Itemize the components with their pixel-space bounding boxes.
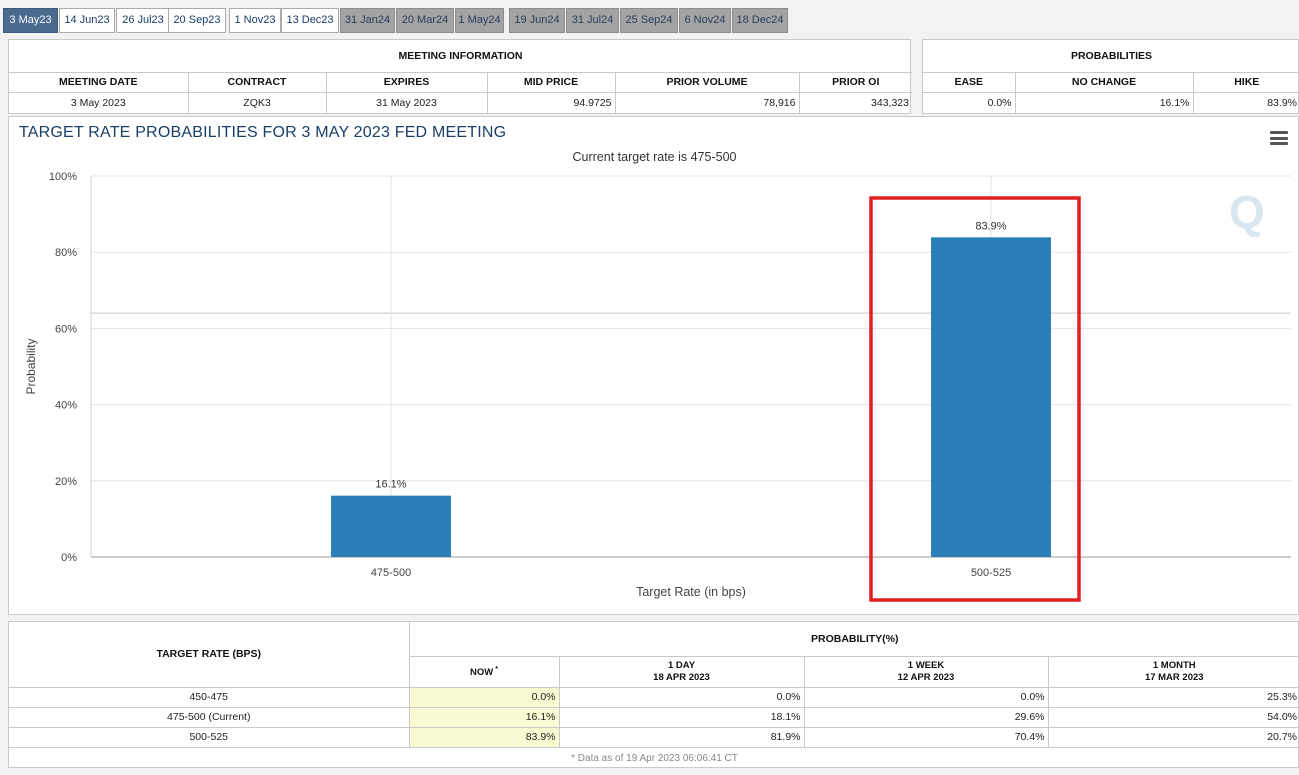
meeting-value-1: ZQK3	[187, 91, 327, 113]
probability-cell: 70.4%	[803, 726, 1049, 748]
tab-meeting-3[interactable]: 20 Sep23	[168, 8, 226, 33]
tab-meeting-13[interactable]: 18 Dec24	[732, 8, 788, 33]
meeting-value-0: 3 May 2023	[9, 91, 189, 113]
probability-cell: 25.3%	[1047, 686, 1299, 708]
meeting-information-panel: MEETING INFORMATION MEETING DATE CONTRACT…	[8, 39, 912, 114]
probabilities-title: PROBABILITIES	[923, 40, 1299, 73]
probability-cell: 81.9%	[558, 726, 805, 748]
data-timestamp-footnote: * Data as of 19 Apr 2023 06:06:41 CT	[571, 753, 738, 764]
bar-500-525	[931, 237, 1051, 557]
meeting-header-4: PRIOR VOLUME	[614, 71, 800, 93]
tab-meeting-8[interactable]: 1 May24	[455, 8, 504, 33]
probability-value-2: 83.9%	[1192, 91, 1299, 113]
highlight-box	[869, 196, 1081, 602]
chart-title: TARGET RATE PROBABILITIES FOR 3 MAY 2023…	[19, 124, 507, 141]
meeting-information-title: MEETING INFORMATION	[9, 40, 912, 73]
meeting-header-3: MID PRICE	[486, 71, 616, 93]
y-tick-label: 60%	[55, 323, 77, 335]
probabilities-panel: PROBABILITIES EASE NO CHANGE HIKE 0.0% 16.1…	[922, 39, 1299, 114]
tab-meeting-10[interactable]: 31 Jul24	[566, 8, 619, 33]
probability-cell: 0.0%	[558, 686, 805, 708]
meeting-header-2: EXPIRES	[325, 71, 488, 93]
x-axis-title: Target Rate (in bps)	[636, 585, 746, 599]
meeting-header-5: PRIOR OI	[798, 71, 912, 93]
column-date: 18 APR 2023	[653, 671, 710, 683]
probability-cell: 0.0%	[803, 686, 1049, 708]
probability-value-1: 16.1%	[1014, 91, 1194, 113]
probability-cell: 54.0%	[1047, 706, 1299, 728]
tab-meeting-4[interactable]: 1 Nov23	[229, 8, 281, 33]
column-label: 1 MONTH	[1152, 659, 1196, 671]
meeting-value-5: 343,323	[798, 91, 912, 113]
tab-meeting-5[interactable]: 13 Dec23	[281, 8, 339, 33]
footnote-mark: *	[495, 665, 498, 673]
target-rate-cell: 450-475	[9, 686, 410, 708]
probability-cell: 29.6%	[803, 706, 1049, 728]
tab-meeting-1[interactable]: 14 Jun23	[59, 8, 115, 33]
probability-header-1: NO CHANGE	[1014, 71, 1194, 93]
data-label: 16.1%	[375, 479, 406, 491]
column-date: 12 APR 2023	[897, 671, 955, 683]
column-label: 1 WEEK	[907, 659, 945, 671]
column-label: 1 DAY	[667, 659, 696, 671]
bar-475-500	[331, 495, 451, 557]
column-date: 17 MAR 2023	[1144, 671, 1204, 683]
y-tick-label: 20%	[55, 476, 77, 488]
y-tick-label: 100%	[49, 171, 77, 183]
probability-column-header-2: 1 WEEK 12 APR 2023	[803, 655, 1049, 688]
x-tick-label: 475-500	[371, 567, 411, 579]
probability-cell: 83.9%	[408, 726, 560, 748]
probability-chart: 0% 20% 40% 60% 80% 100% 16.1% 475-500 83.9% 500-5…	[24, 171, 1291, 602]
target-rate-cell: 475-500 (Current)	[9, 706, 410, 728]
tab-meeting-0[interactable]: 3 May23	[3, 8, 58, 33]
probability-header-2: HIKE	[1192, 71, 1299, 93]
probability-value-0: 0.0%	[923, 91, 1016, 113]
chart-panel: 0% 20% 40% 60% 80% 100% 16.1% 475-500 83.9% 500-5…	[8, 116, 1299, 615]
tab-meeting-2[interactable]: 26 Jul23	[116, 8, 170, 33]
target-rate-table: TARGET RATE (BPS) PROBABILITY(%) NOW * 1 D…	[9, 622, 1299, 748]
meeting-tabs: 3 May23 14 Jun23 26 Jul23 20 Sep23 1 Nov23 13…	[0, 0, 1299, 34]
table-row: 500-525 83.9% 81.9% 70.4% 20.7%	[9, 726, 1299, 748]
target-rate-table-panel: TARGET RATE (BPS) PROBABILITY(%) NOW * 1 D…	[8, 621, 1299, 768]
probability-column-header-3: 1 MONTH 17 MAR 2023	[1047, 655, 1299, 688]
data-label: 83.9%	[975, 220, 1006, 232]
q-logo: Q	[1229, 186, 1265, 238]
meeting-value-3: 94.9725	[486, 91, 616, 113]
probability-column-header-0: NOW *	[408, 655, 560, 688]
probability-cell: 0.0%	[408, 686, 560, 708]
tab-meeting-11[interactable]: 25 Sep24	[620, 8, 678, 33]
x-tick-label: 500-525	[971, 567, 1011, 579]
probability-cell: 16.1%	[408, 706, 560, 728]
y-axis-title: Probability	[24, 338, 38, 394]
meeting-header-1: CONTRACT	[187, 71, 327, 93]
target-rate-cell: 500-525	[9, 726, 410, 748]
tab-meeting-7[interactable]: 20 Mar24	[396, 8, 454, 33]
y-tick-label: 80%	[55, 247, 77, 259]
probability-header-0: EASE	[923, 71, 1016, 93]
tab-meeting-6[interactable]: 31 Jan24	[340, 8, 395, 33]
table-row: 450-475 0.0% 0.0% 0.0% 25.3%	[9, 686, 1299, 708]
column-label: NOW	[470, 667, 494, 679]
menu-icon[interactable]	[1270, 131, 1288, 145]
probability-group-header: PROBABILITY(%)	[408, 622, 1299, 657]
target-rate-header: TARGET RATE (BPS)	[9, 622, 410, 688]
tab-meeting-9[interactable]: 19 Jun24	[509, 8, 565, 33]
chart-subtitle: Current target rate is 475-500	[572, 150, 737, 164]
table-row: 475-500 (Current) 16.1% 18.1% 29.6% 54.0%	[9, 706, 1299, 728]
meeting-value-2: 31 May 2023	[325, 91, 488, 113]
meeting-header-0: MEETING DATE	[9, 71, 189, 93]
meeting-value-4: 78,916	[614, 91, 800, 113]
probability-cell: 20.7%	[1047, 726, 1299, 748]
y-tick-label: 40%	[55, 400, 77, 412]
y-tick-label: 0%	[61, 552, 77, 564]
tab-meeting-12[interactable]: 6 Nov24	[679, 8, 731, 33]
probability-column-header-1: 1 DAY 18 APR 2023	[558, 655, 805, 688]
probability-cell: 18.1%	[558, 706, 805, 728]
